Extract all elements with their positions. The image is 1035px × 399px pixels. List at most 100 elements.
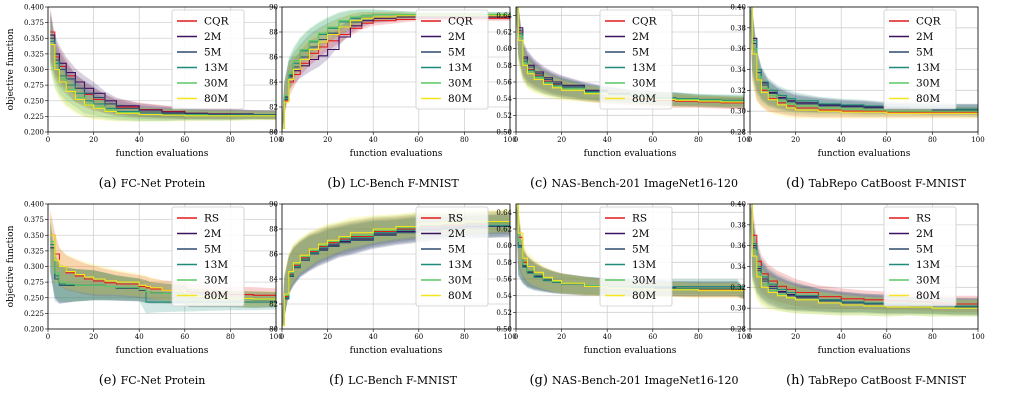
x-tick-label: 20 xyxy=(791,333,800,341)
y-tick-label: 0.50 xyxy=(496,129,512,137)
y-tick-label: 0.56 xyxy=(496,79,512,87)
legend-label-30M: 30M xyxy=(448,275,472,287)
legend-label-5M: 5M xyxy=(448,244,466,256)
caption-letter: (d) xyxy=(786,176,809,191)
x-tick-label: 80 xyxy=(226,333,235,341)
y-tick-label: 82 xyxy=(269,301,278,309)
y-tick-label: 0.64 xyxy=(496,209,512,217)
y-tick-label: 0.28 xyxy=(730,129,746,137)
band-80M xyxy=(50,19,276,122)
y-tick-label: 0.54 xyxy=(496,292,512,300)
panel-caption: (f) LC-Bench F-MNIST xyxy=(329,373,458,388)
legend-label-CQR: CQR xyxy=(632,16,658,28)
line-13M xyxy=(516,7,744,101)
y-tick-label: 0.32 xyxy=(730,284,746,292)
x-tick-label: 80 xyxy=(928,136,937,144)
x-axis-label: function evaluations xyxy=(584,149,677,159)
legend-label-RS: RS xyxy=(448,213,463,225)
line-80M xyxy=(516,204,744,295)
legend-label-13M: 13M xyxy=(448,259,472,271)
legend-label-RS: RS xyxy=(632,213,647,225)
line-80M xyxy=(750,7,978,114)
legend-label-30M: 30M xyxy=(204,275,228,287)
legend-label-CQR: CQR xyxy=(448,16,474,28)
y-tick-label: 0.32 xyxy=(730,87,746,95)
legend-label-2M: 2M xyxy=(916,31,934,43)
x-tick-label: 100 xyxy=(737,136,750,144)
line-80M xyxy=(50,43,276,117)
legend-label-30M: 30M xyxy=(632,275,656,287)
x-tick-label: 100 xyxy=(503,136,516,144)
x-tick-label: 60 xyxy=(180,333,189,341)
x-tick-label: 60 xyxy=(180,136,189,144)
y-tick-label: 80 xyxy=(269,326,278,334)
y-tick-label: 0.30 xyxy=(730,108,746,116)
y-tick-label: 0.58 xyxy=(496,62,512,70)
y-tick-label: 0.52 xyxy=(496,112,512,120)
y-tick-label: 0.50 xyxy=(496,326,512,334)
y-tick-label: 0.375 xyxy=(24,19,44,27)
x-tick-label: 100 xyxy=(503,333,516,341)
y-tick-label: 0.64 xyxy=(496,12,512,20)
x-tick-label: 0 xyxy=(46,333,50,341)
legend-label-2M: 2M xyxy=(204,228,222,240)
panel-caption: (e) FC-Net Protein xyxy=(99,373,206,388)
y-tick-label: 0.275 xyxy=(24,82,44,90)
legend-label-30M: 30M xyxy=(204,78,228,90)
x-tick-label: 20 xyxy=(89,136,98,144)
axes-frame xyxy=(749,203,979,330)
x-tick-label: 80 xyxy=(460,333,469,341)
panel-a: 0 20 40 60 80 1000.2000.2250.2500.2750.3000.3… xyxy=(6,4,283,192)
caption-letter: (f) xyxy=(329,373,348,388)
legend-label-2M: 2M xyxy=(448,228,466,240)
y-tick-label: 88 xyxy=(269,226,278,234)
x-tick-label: 20 xyxy=(323,136,332,144)
x-tick-label: 0 xyxy=(514,136,518,144)
y-tick-label: 0.275 xyxy=(24,279,44,287)
x-tick-label: 0 xyxy=(748,333,752,341)
y-tick-label: 84 xyxy=(269,276,278,284)
band-CQR xyxy=(750,7,978,118)
x-tick-label: 100 xyxy=(737,333,750,341)
axes-frame xyxy=(281,203,511,330)
y-tick-label: 86 xyxy=(269,54,278,62)
legend-box xyxy=(171,206,245,307)
x-tick-label: 0 xyxy=(748,136,752,144)
y-tick-label: 0.60 xyxy=(496,45,512,53)
legend-label-5M: 5M xyxy=(916,244,934,256)
y-tick-label: 0.250 xyxy=(24,294,44,302)
x-tick-label: 20 xyxy=(557,333,566,341)
legend: CQR 2M 5M 13M 30M 80M xyxy=(171,9,245,110)
x-tick-label: 0 xyxy=(514,333,518,341)
caption-text: LC-Bench F-MNIST xyxy=(350,177,459,190)
y-tick-label: 0.325 xyxy=(24,50,44,58)
legend-label-30M: 30M xyxy=(916,275,940,287)
axes-frame xyxy=(749,6,979,133)
legend-label-13M: 13M xyxy=(204,62,228,74)
caption-letter: (g) xyxy=(529,373,552,388)
band-80M xyxy=(750,7,978,119)
legend: RS 2M 5M 13M 30M 80M xyxy=(171,206,245,307)
y-tick-label: 0.30 xyxy=(730,305,746,313)
panel-caption: (a) FC-Net Protein xyxy=(99,176,206,191)
y-tick-label: 0.40 xyxy=(730,201,746,209)
legend-label-5M: 5M xyxy=(632,244,650,256)
legend-label-2M: 2M xyxy=(204,31,222,43)
legend-label-13M: 13M xyxy=(204,259,228,271)
panel-h: 0 20 40 60 80 1000.280.300.320.340.360.380.40… xyxy=(730,201,984,389)
caption-text: LC-Bench F-MNIST xyxy=(348,374,457,387)
legend-box xyxy=(415,206,489,307)
band-5M xyxy=(750,204,978,316)
x-axis-label: function evaluations xyxy=(350,346,443,356)
legend-label-30M: 30M xyxy=(632,78,656,90)
band-RS xyxy=(516,204,744,299)
y-tick-label: 0.62 xyxy=(496,29,512,37)
panel-c: 0 20 40 60 80 1000.500.520.540.560.580.600.62… xyxy=(496,6,751,191)
x-axis-label: function evaluations xyxy=(116,346,209,356)
line-30M xyxy=(516,7,744,102)
legend-box xyxy=(883,9,957,110)
legend-label-13M: 13M xyxy=(632,62,656,74)
band-13M xyxy=(750,204,978,316)
x-tick-label: 0 xyxy=(280,136,284,144)
